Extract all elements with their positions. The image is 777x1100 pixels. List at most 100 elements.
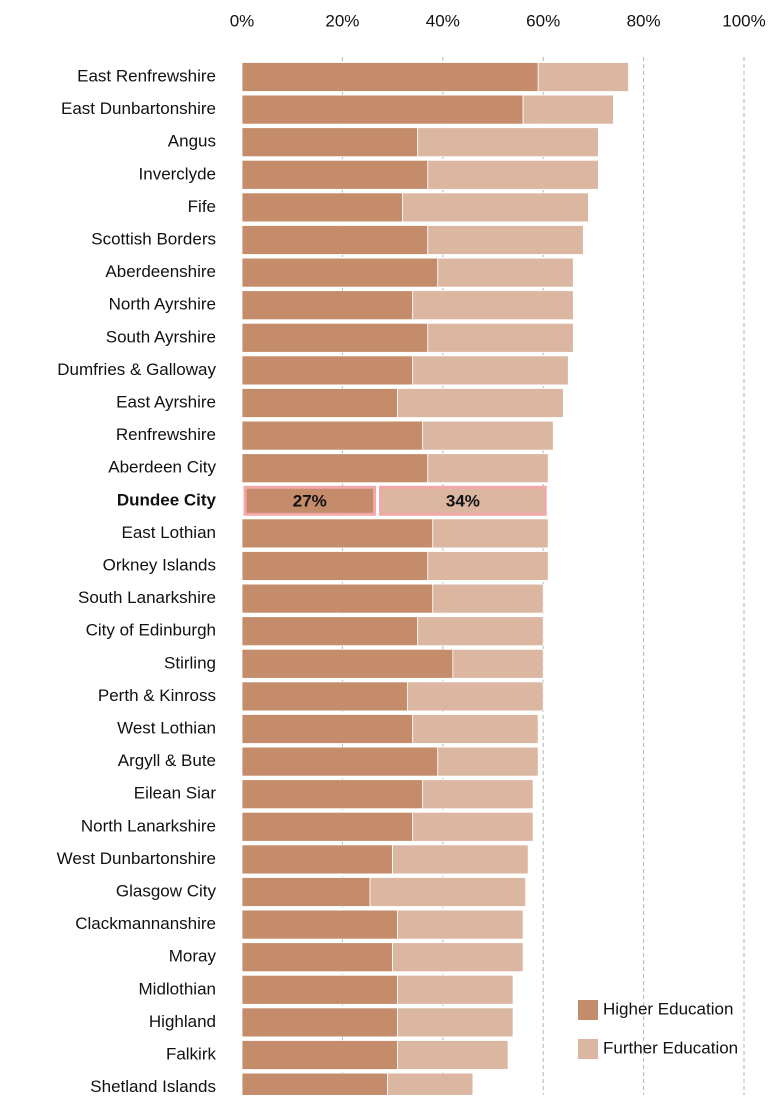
bar: [422, 779, 534, 810]
bar: [241, 225, 429, 255]
y-tick-label: Perth & Kinross: [98, 686, 216, 705]
bar: [241, 942, 394, 973]
bar: [392, 844, 529, 875]
y-tick-label: East Renfrewshire: [77, 66, 216, 85]
bar: [437, 746, 539, 777]
bar: [241, 681, 409, 712]
y-tick-label: East Ayrshire: [116, 392, 216, 411]
bar: [241, 355, 414, 386]
y-tick-label: South Ayrshire: [106, 327, 216, 346]
y-tick-label: Highland: [149, 1012, 216, 1031]
y-tick-label: Scottish Borders: [91, 229, 216, 248]
y-tick-label: Aberdeen City: [108, 458, 216, 477]
bar: [427, 453, 549, 484]
y-tick-label: North Lanarkshire: [81, 816, 216, 835]
bar: [412, 714, 539, 744]
legend-label: Further Education: [603, 1038, 738, 1057]
x-tick-label: 60%: [526, 11, 560, 30]
bar: [241, 779, 424, 810]
bar: [432, 583, 544, 614]
bar: [387, 1072, 474, 1100]
bar: [427, 551, 549, 581]
bar: [241, 583, 434, 614]
bar: [437, 257, 574, 288]
bar: [427, 159, 599, 190]
bar: [241, 1072, 388, 1100]
y-tick-label: Falkirk: [166, 1044, 217, 1063]
bar: [241, 159, 429, 190]
bar: [397, 974, 514, 1005]
y-tick-label: Dundee City: [117, 490, 217, 509]
data-label: 34%: [446, 491, 480, 510]
bar: [241, 518, 434, 549]
y-tick-label: Fife: [188, 197, 216, 216]
bar: [241, 420, 424, 451]
y-tick-label: Glasgow City: [116, 881, 217, 900]
bar: [522, 94, 614, 125]
bar: [241, 714, 414, 744]
bar: [412, 811, 534, 842]
bar: [241, 909, 399, 940]
data-label: 27%: [293, 491, 327, 510]
y-tick-label: Aberdeenshire: [105, 262, 216, 281]
y-tick-label: City of Edinburgh: [86, 621, 216, 640]
bar: [402, 192, 589, 223]
y-tick-label: Shetland Islands: [90, 1077, 216, 1095]
x-tick-label: 20%: [325, 11, 359, 30]
bar: [241, 322, 429, 353]
y-tick-label: West Dunbartonshire: [57, 849, 216, 868]
bar: [241, 648, 454, 679]
x-tick-label: 40%: [426, 11, 460, 30]
x-tick-label: 80%: [627, 11, 661, 30]
bar: [392, 942, 524, 973]
bar: [241, 290, 414, 321]
y-tick-label: South Lanarkshire: [78, 588, 216, 607]
bar: [369, 877, 527, 907]
bar: [452, 648, 544, 679]
bar: [241, 877, 371, 907]
bar-highlight: [243, 485, 377, 516]
bar: [407, 681, 544, 712]
legend-label: Higher Education: [603, 999, 733, 1018]
bar: [241, 192, 404, 223]
x-tick-label: 100%: [722, 11, 765, 30]
y-tick-label: Argyll & Bute: [118, 751, 216, 770]
legend-swatch: [578, 1000, 598, 1020]
bar: [241, 388, 399, 418]
y-tick-label: Dumfries & Galloway: [57, 360, 216, 379]
bar: [397, 1007, 514, 1038]
y-tick-label: Stirling: [164, 653, 216, 672]
bar: [241, 811, 414, 842]
y-tick-label: Orkney Islands: [103, 555, 216, 574]
bar: [397, 388, 564, 418]
bar: [241, 551, 429, 581]
y-tick-label: North Ayrshire: [109, 295, 216, 314]
bar: [241, 974, 399, 1005]
x-tick-label: 0%: [230, 11, 255, 30]
bar: [432, 518, 549, 549]
bar: [422, 420, 554, 451]
y-tick-label: Renfrewshire: [116, 425, 216, 444]
bar: [412, 355, 569, 386]
y-tick-label: Eilean Siar: [134, 784, 217, 803]
bar: [241, 1007, 399, 1038]
bar: [417, 616, 544, 647]
bar-highlight: [379, 485, 547, 516]
bar: [537, 62, 629, 92]
bar: [412, 290, 574, 321]
bar: [241, 62, 539, 92]
y-tick-label: Clackmannanshire: [75, 914, 216, 933]
bar: [241, 94, 524, 125]
y-tick-label: Moray: [169, 947, 217, 966]
y-tick-label: East Dunbartonshire: [61, 99, 216, 118]
bar: [241, 453, 429, 484]
bar: [241, 616, 419, 647]
bar: [241, 844, 394, 875]
bar: [397, 1040, 509, 1070]
y-tick-label: West Lothian: [117, 718, 216, 737]
bar: [397, 909, 524, 940]
bar: [241, 127, 419, 158]
y-tick-label: East Lothian: [121, 523, 216, 542]
legend-swatch: [578, 1039, 598, 1059]
